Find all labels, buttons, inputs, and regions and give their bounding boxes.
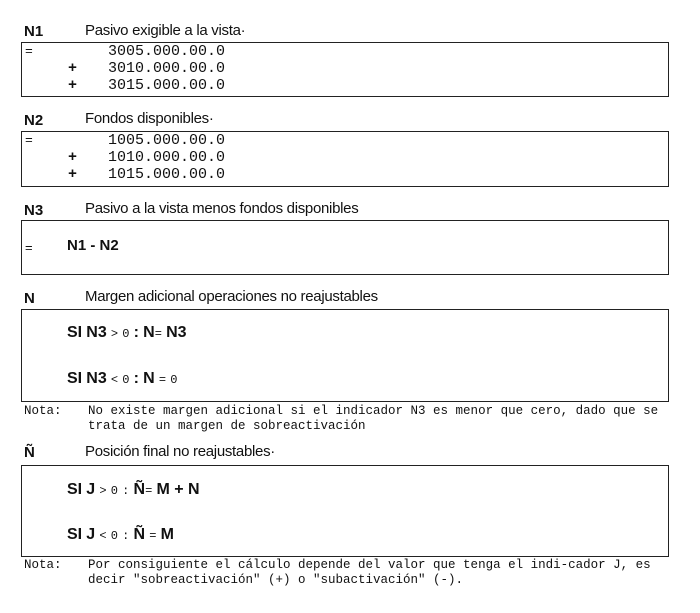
account-value: 1005.000.00.0 xyxy=(108,132,226,149)
op: + xyxy=(68,166,78,183)
op: + xyxy=(68,149,78,166)
note-label: Nota: xyxy=(24,558,62,572)
n-tilde-condition-1: SI J > 0 : Ñ= M + N xyxy=(67,481,200,498)
n-tilde-condition-2: SI J < 0 : Ñ = M xyxy=(67,526,174,543)
n-tilde-note: Nota: Por consiguiente el cálculo depend… xyxy=(24,558,674,590)
op: = xyxy=(25,44,33,59)
op: = xyxy=(25,133,33,148)
account-value: 3005.000.00.0 xyxy=(108,43,226,60)
section-title-n1: Pasivo exigible a la vista· xyxy=(85,22,246,39)
n-note: Nota: No existe margen adicional si el i… xyxy=(24,404,674,436)
note-text: Por consiguiente el cálculo depende del … xyxy=(88,558,651,587)
section-code-n2: N2 xyxy=(24,112,44,129)
account-value: 1015.000.00.0 xyxy=(108,166,226,183)
section-title-n: Margen adicional operaciones no reajusta… xyxy=(85,288,378,305)
n-box: SI N3 > 0 : N= N3 SI N3 < 0 : N = 0 xyxy=(21,309,669,402)
section-title-n-tilde: Posición final no reajustables· xyxy=(85,443,275,460)
section-code-n1: N1 xyxy=(24,23,44,40)
n-tilde-box: SI J > 0 : Ñ= M + N SI J < 0 : Ñ = M xyxy=(21,465,669,557)
op: + xyxy=(68,60,78,77)
note-text: No existe margen adicional si el indicad… xyxy=(88,404,659,433)
n1-box: = 3005.000.00.0 +3010.000.00.0 +3015.000.… xyxy=(21,42,669,97)
op: = xyxy=(25,240,33,255)
n-condition-2: SI N3 < 0 : N = 0 xyxy=(67,370,178,387)
n2-box: = 1005.000.00.0 +1010.000.00.0 +1015.000.… xyxy=(21,131,669,187)
section-title-n3: Pasivo a la vista menos fondos disponibl… xyxy=(85,200,359,217)
n3-formula: N1 - N2 xyxy=(67,237,119,254)
n-condition-1: SI N3 > 0 : N= N3 xyxy=(67,324,187,341)
n3-box: = N1 - N2 xyxy=(21,220,669,275)
section-code-n: N xyxy=(24,290,35,307)
section-code-n3: N3 xyxy=(24,202,44,219)
account-value: 1010.000.00.0 xyxy=(108,149,226,166)
op: + xyxy=(68,77,78,94)
section-code-n-tilde: Ñ xyxy=(24,444,35,461)
section-title-n2: Fondos disponibles· xyxy=(85,110,214,127)
note-label: Nota: xyxy=(24,404,62,418)
account-value: 3010.000.00.0 xyxy=(108,60,226,77)
account-value: 3015.000.00.0 xyxy=(108,77,226,94)
